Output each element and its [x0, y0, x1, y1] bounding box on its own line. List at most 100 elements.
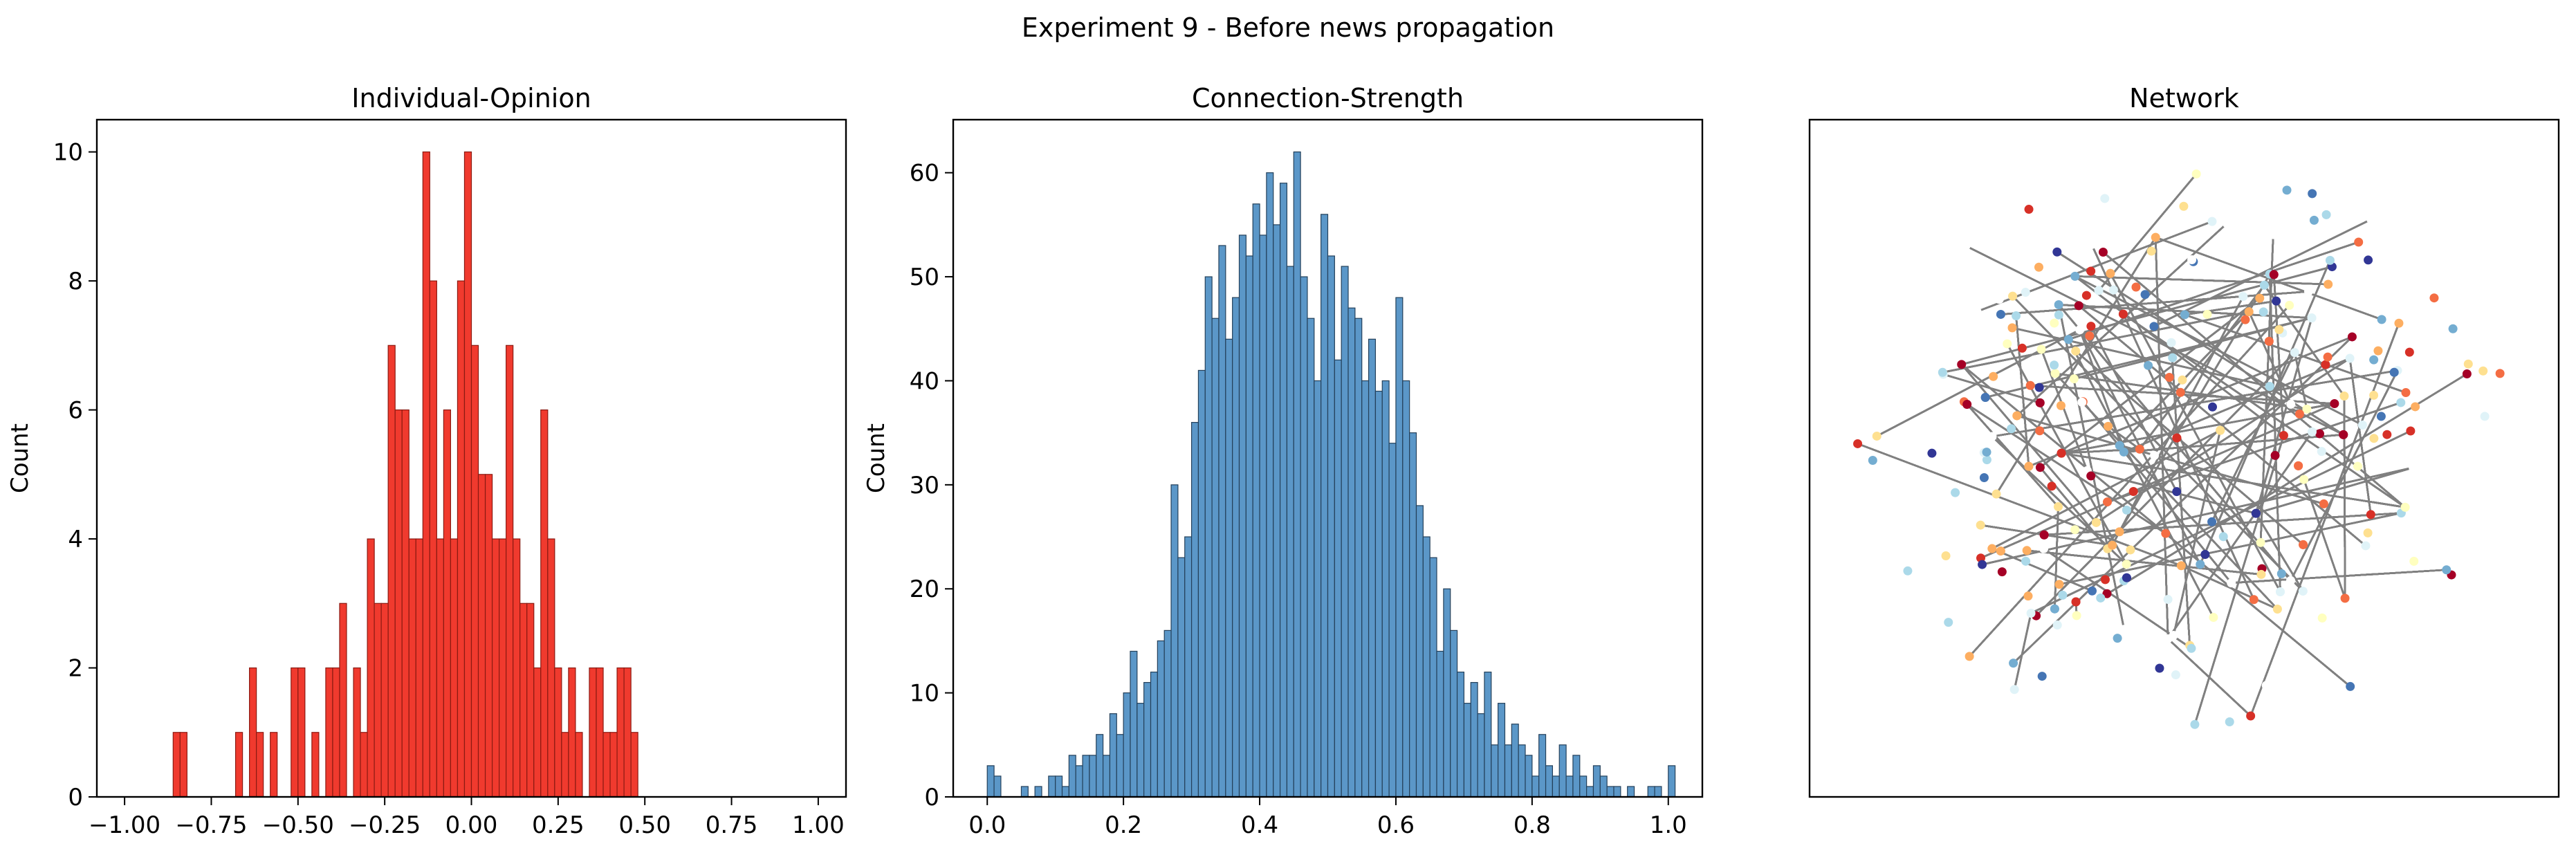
node — [2025, 380, 2035, 390]
bar — [1654, 786, 1662, 798]
edge — [1876, 329, 2081, 437]
bar — [484, 474, 493, 798]
bar — [360, 732, 368, 798]
node — [2071, 597, 2081, 607]
node — [2096, 593, 2106, 603]
edge — [1857, 443, 2182, 567]
node — [2035, 398, 2045, 407]
edge — [2079, 329, 2125, 452]
bar — [1075, 765, 1083, 798]
node — [2008, 291, 2018, 301]
bar — [291, 667, 299, 798]
bar — [1170, 484, 1179, 798]
node — [2009, 659, 2018, 668]
node — [2330, 399, 2339, 409]
y-tick-label: 6 — [68, 397, 83, 425]
edge — [2290, 370, 2399, 582]
bar — [491, 538, 500, 798]
edge — [2193, 435, 2285, 725]
node — [2108, 285, 2118, 295]
node — [2308, 189, 2317, 199]
node — [2238, 292, 2248, 302]
bar — [1450, 629, 1458, 798]
edge — [2139, 284, 2265, 450]
node — [2164, 373, 2174, 383]
node — [1938, 367, 1947, 377]
bar — [1409, 432, 1417, 798]
node — [2122, 560, 2131, 569]
node — [2429, 293, 2439, 303]
node — [2146, 246, 2156, 256]
bar — [367, 538, 375, 798]
bar — [1579, 775, 1588, 798]
node — [2172, 219, 2182, 228]
node — [2119, 447, 2128, 457]
bar — [234, 732, 243, 798]
node — [2269, 270, 2279, 279]
node — [1979, 473, 1989, 483]
y-tick-label: 30 — [910, 472, 939, 499]
bar — [1443, 588, 1451, 798]
node — [2054, 502, 2063, 511]
bar — [1341, 266, 1349, 798]
node — [2325, 255, 2335, 265]
bar — [1498, 703, 1506, 798]
bar — [463, 151, 472, 798]
bar — [1259, 235, 1267, 798]
bar — [1321, 214, 1329, 798]
node — [2149, 322, 2159, 331]
node — [2290, 348, 2299, 358]
bar — [1347, 307, 1356, 798]
node — [2258, 307, 2268, 317]
node — [2050, 369, 2060, 378]
bar — [554, 667, 562, 798]
edge — [1995, 237, 2157, 495]
bar — [561, 732, 569, 798]
node — [2463, 359, 2473, 369]
bar — [602, 732, 611, 798]
node — [2298, 587, 2308, 596]
node — [2404, 347, 2414, 357]
node-group — [1853, 160, 2505, 729]
node — [2317, 613, 2327, 623]
bar — [1314, 380, 1322, 798]
y-tick-label: 10 — [910, 680, 939, 708]
chart-opinion: −1.00 −0.75 −0.50 −0.25 0.00 0.25 0.50 0.75 1.00… — [6, 83, 847, 839]
bar — [1647, 786, 1655, 798]
node — [2094, 286, 2104, 295]
bar — [1531, 775, 1540, 798]
y-tick-label: 0 — [924, 784, 939, 811]
bar — [1266, 172, 1274, 798]
node — [2115, 441, 2124, 450]
edge — [2090, 325, 2178, 493]
bar — [1558, 744, 1567, 798]
node — [2007, 424, 2016, 434]
node — [2098, 248, 2108, 257]
bar — [408, 538, 416, 798]
node — [2315, 429, 2324, 439]
node — [2163, 595, 2173, 605]
edge — [2090, 244, 2255, 600]
bar — [1089, 755, 1097, 798]
node — [2409, 556, 2419, 566]
bar — [519, 603, 528, 798]
bar — [513, 538, 521, 798]
node — [2303, 286, 2313, 296]
edge — [2118, 311, 2250, 533]
edge — [2199, 259, 2331, 565]
bar — [249, 667, 257, 798]
node — [2208, 402, 2218, 412]
node — [2265, 382, 2274, 392]
bar — [179, 732, 187, 798]
bar — [443, 409, 452, 798]
node — [2252, 232, 2261, 241]
node — [2179, 201, 2189, 211]
node — [2086, 266, 2096, 276]
x-tick-label: 0.6 — [1377, 811, 1415, 839]
bar — [1307, 318, 1315, 798]
node — [2054, 310, 2063, 320]
bar — [1456, 671, 1465, 798]
node — [2369, 390, 2379, 400]
bar — [1374, 390, 1383, 798]
